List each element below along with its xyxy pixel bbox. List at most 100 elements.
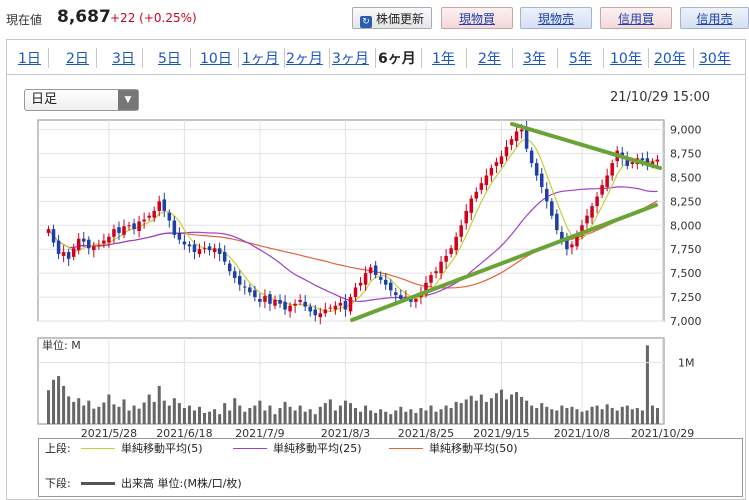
tab-20-years[interactable]: 20年 <box>654 51 686 67</box>
candle-body <box>489 167 494 176</box>
volume-bar <box>635 408 639 424</box>
cash-sell-button[interactable]: 現物売 <box>520 7 592 29</box>
volume-bar <box>313 414 317 424</box>
tab-3-years[interactable]: 3年 <box>523 51 546 67</box>
current-price-label: 現在値 <box>6 13 43 27</box>
tab-2-months[interactable]: 2ヶ月 <box>286 51 323 67</box>
volume-bar <box>107 394 111 424</box>
candle-body <box>258 298 262 302</box>
candle-body <box>66 252 71 259</box>
volume-bar <box>590 406 594 424</box>
volume-bar <box>414 412 418 424</box>
volume-bar <box>374 412 378 424</box>
period-select[interactable]: 日足 ▼ <box>24 89 139 111</box>
candle-body <box>142 219 146 222</box>
tab-3-months[interactable]: 3ヶ月 <box>332 51 369 67</box>
volume-bar <box>293 410 297 424</box>
volume-bar <box>484 401 488 424</box>
volume-bar <box>429 405 433 424</box>
refresh-icon: ↻ <box>359 16 372 28</box>
legend-lower-row: 下段: 出来高 単位:(M株/口/枚) <box>45 477 445 491</box>
tab-2-years[interactable]: 2年 <box>478 51 501 67</box>
candle-body <box>388 282 393 291</box>
tabs-divider <box>7 74 745 75</box>
candle-body <box>469 198 474 213</box>
candle-body <box>514 131 519 142</box>
tab-5-days[interactable]: 5日 <box>158 51 181 67</box>
candle-body <box>655 159 660 162</box>
volume-bar <box>283 401 287 424</box>
candle-body <box>499 156 504 165</box>
volume-bar <box>142 402 146 424</box>
candle-body <box>212 248 217 253</box>
volume-bar <box>369 410 373 424</box>
volume-bar <box>72 401 76 424</box>
candle-body <box>610 163 614 176</box>
y-tick-label: 7,750 <box>670 243 702 256</box>
volume-bar <box>560 405 564 424</box>
volume-bar <box>263 410 267 424</box>
candle-body <box>81 238 86 242</box>
tab-10-years[interactable]: 10年 <box>610 51 642 67</box>
candle-body <box>424 282 428 295</box>
candle-body <box>308 306 312 312</box>
tab-1-month[interactable]: 1ヶ月 <box>242 51 279 67</box>
candle-body <box>509 139 514 145</box>
volume-bar <box>630 409 634 424</box>
margin-buy-button[interactable]: 信用買 <box>600 7 672 29</box>
volume-bar <box>92 408 96 424</box>
volume-bar <box>333 410 337 424</box>
candle-body <box>409 298 413 302</box>
tab-1-day[interactable]: 1日 <box>18 51 41 67</box>
tab-30-years[interactable]: 30年 <box>699 51 731 67</box>
tab-3-days[interactable]: 3日 <box>112 51 135 67</box>
candle-body <box>288 305 292 312</box>
tab-1-year[interactable]: 1年 <box>432 51 455 67</box>
volume-bar <box>197 406 202 424</box>
y-tick-label: 9,000 <box>670 124 702 137</box>
volume-bar <box>545 406 549 424</box>
candle-body <box>152 210 156 218</box>
volume-bar <box>258 400 262 424</box>
volume-bar <box>343 400 347 424</box>
refresh-quote-button[interactable]: ↻ 株価更新 <box>352 7 432 29</box>
volume-bar <box>459 403 463 424</box>
candle-body <box>263 296 267 302</box>
candle-body <box>338 302 343 306</box>
tab-10-days[interactable]: 10日 <box>200 51 232 67</box>
candle-body <box>560 231 564 240</box>
candle-body <box>479 183 484 190</box>
candle-body <box>373 265 378 276</box>
volume-bar <box>600 409 604 424</box>
volume-bar <box>444 405 448 424</box>
candle-body <box>454 236 458 251</box>
volume-bar <box>167 405 171 424</box>
volume-bar <box>550 409 554 424</box>
margin-sell-button[interactable]: 信用売 <box>680 7 749 29</box>
candle-body <box>580 225 584 235</box>
sma25-line <box>48 186 658 303</box>
volume-bar <box>650 405 654 424</box>
lower-trend-line <box>350 203 658 322</box>
x-tick-label: 2021/9/15 <box>473 427 529 440</box>
y-tick-label: 8,000 <box>670 219 702 232</box>
x-tick-label: 2021/10/29 <box>631 427 694 440</box>
volume-bar <box>540 403 544 424</box>
volume-bar <box>504 399 509 424</box>
tab-2-days[interactable]: 2日 <box>66 51 89 67</box>
volume-bar <box>424 410 428 424</box>
volume-bar <box>605 404 609 424</box>
candle-body <box>550 201 554 216</box>
tab-6-months[interactable]: 6ヶ月 <box>378 51 416 67</box>
volume-bar <box>585 410 589 424</box>
candle-body <box>539 173 544 187</box>
volume-bar <box>248 408 252 424</box>
candle-body <box>394 292 398 296</box>
candle-body <box>102 240 106 244</box>
cash-buy-button[interactable]: 現物買 <box>441 7 513 29</box>
tab-5-years[interactable]: 5年 <box>569 51 592 67</box>
candle-body <box>524 127 529 149</box>
volume-bar <box>162 400 166 424</box>
volume-bar <box>268 405 272 424</box>
